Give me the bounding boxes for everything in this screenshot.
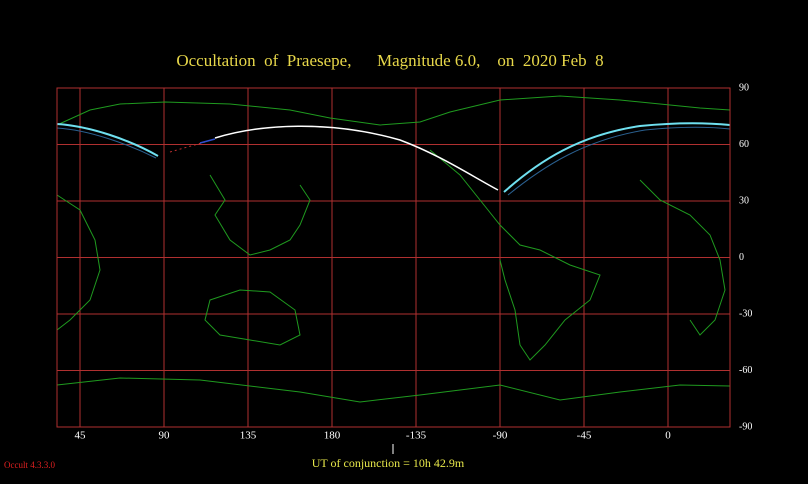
title: Occultation of Praesepe, Magnitude 6.0, … bbox=[176, 51, 603, 70]
x-tick-label: 0 bbox=[665, 430, 671, 442]
coastline bbox=[56, 377, 731, 403]
footer-label: UT of conjunction = 10h 42.9m bbox=[312, 456, 465, 470]
grid bbox=[57, 87, 730, 428]
x-tick-label: 45 bbox=[75, 430, 87, 442]
daylight-segment bbox=[169, 141, 206, 153]
x-tick-label: 135 bbox=[240, 430, 257, 442]
limit-curve bbox=[56, 127, 157, 159]
version-label: Occult 4.3.3.0 bbox=[4, 460, 55, 470]
coastlines bbox=[56, 95, 731, 403]
x-tick-label: -135 bbox=[406, 430, 427, 442]
y-tick-label: 30 bbox=[739, 195, 749, 206]
y-tick-label: -60 bbox=[739, 365, 752, 376]
x-tick-label: -90 bbox=[493, 430, 508, 442]
twilight-segment bbox=[199, 138, 216, 144]
central-line bbox=[214, 125, 499, 191]
coastline bbox=[56, 95, 731, 126]
y-tick-label: 60 bbox=[739, 139, 749, 150]
limit-curve bbox=[507, 126, 731, 196]
x-tick-label: 90 bbox=[159, 430, 171, 442]
map-border bbox=[56, 87, 731, 428]
x-tick-label: 180 bbox=[324, 430, 341, 442]
coastline bbox=[429, 149, 601, 361]
coastline bbox=[639, 179, 726, 336]
coastline bbox=[204, 289, 301, 346]
y-tick-label: -90 bbox=[739, 421, 752, 432]
y-tick-label: 0 bbox=[739, 252, 744, 263]
y-tick-label: -30 bbox=[739, 308, 752, 319]
coastline bbox=[56, 194, 101, 331]
limit-curve bbox=[503, 122, 731, 193]
coastline bbox=[209, 174, 311, 256]
x-tick-label: -45 bbox=[577, 430, 592, 442]
limit-curve bbox=[56, 123, 159, 157]
y-tick-label: 90 bbox=[739, 82, 749, 93]
occultation-path bbox=[56, 122, 731, 196]
